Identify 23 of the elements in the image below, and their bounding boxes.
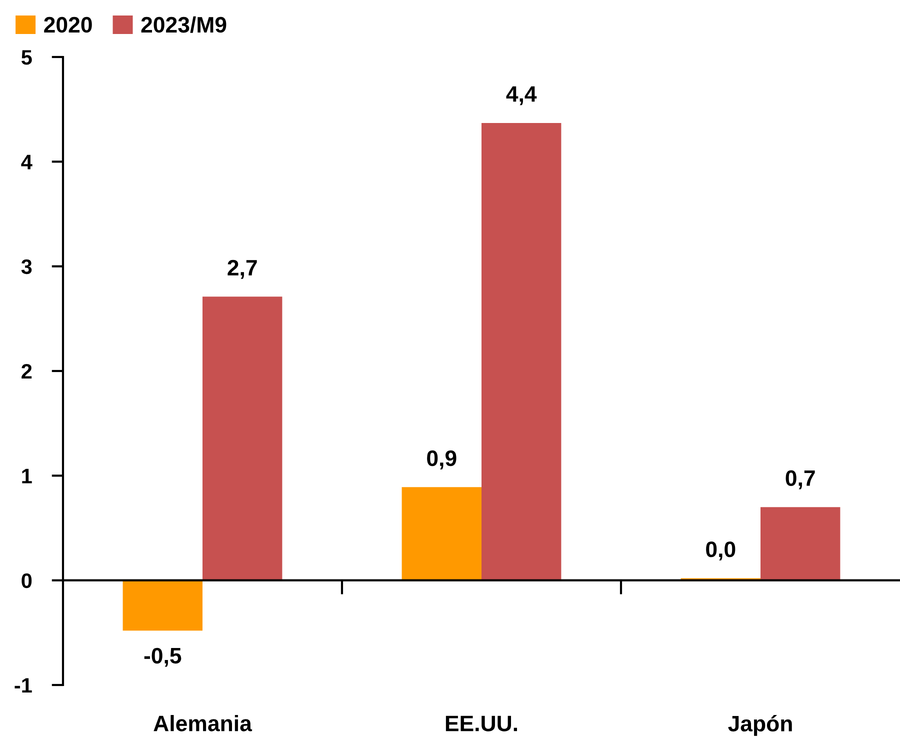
data-label: 0,7: [786, 470, 815, 490]
data-label: 2,7: [228, 260, 257, 279]
bar: [482, 122, 562, 580]
bar: [122, 580, 202, 631]
y-tick-label: 5: [22, 50, 32, 65]
y-tick-label: -1: [14, 678, 32, 693]
y-tick-label: 1: [22, 468, 32, 484]
x-tick-label: Japón: [728, 715, 792, 736]
data-label: 4,4: [506, 86, 537, 106]
data-label: 0,9: [427, 450, 456, 470]
legend-label: 2023/M9: [141, 16, 226, 33]
y-tick-label: 3: [21, 259, 32, 274]
data-label: 0,0: [706, 541, 736, 560]
data-label: -0,5: [144, 648, 182, 667]
y-tick-label: 4: [21, 154, 32, 170]
x-tick-label: Alemania: [154, 715, 252, 732]
y-tick-label: 2: [22, 364, 32, 379]
x-tick-label: EE.UU.: [446, 716, 518, 732]
bar: [760, 507, 840, 580]
bar: [402, 487, 482, 580]
y-tick-label: 0: [22, 573, 32, 588]
legend-label: 2020: [44, 16, 92, 33]
bar: [202, 296, 282, 580]
